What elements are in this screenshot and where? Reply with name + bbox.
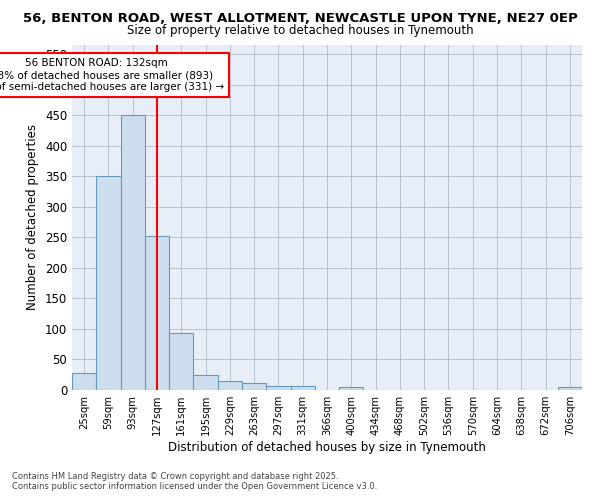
Text: 56, BENTON ROAD, WEST ALLOTMENT, NEWCASTLE UPON TYNE, NE27 0EP: 56, BENTON ROAD, WEST ALLOTMENT, NEWCAST… [23,12,577,26]
Text: 56 BENTON ROAD: 132sqm
← 73% of detached houses are smaller (893)
27% of semi-de: 56 BENTON ROAD: 132sqm ← 73% of detached… [0,58,224,92]
Text: Size of property relative to detached houses in Tynemouth: Size of property relative to detached ho… [127,24,473,37]
Bar [558,387,582,390]
Bar [193,374,218,390]
Bar [72,373,96,390]
Bar [169,333,193,390]
Text: Contains HM Land Registry data © Crown copyright and database right 2025.
Contai: Contains HM Land Registry data © Crown c… [12,472,377,491]
Bar [218,382,242,390]
Bar [145,236,169,390]
X-axis label: Distribution of detached houses by size in Tynemouth: Distribution of detached houses by size … [168,441,486,454]
Bar [266,386,290,390]
Bar [290,386,315,390]
Bar [96,176,121,390]
Bar [121,115,145,390]
Bar [242,384,266,390]
Bar [339,387,364,390]
Y-axis label: Number of detached properties: Number of detached properties [26,124,40,310]
